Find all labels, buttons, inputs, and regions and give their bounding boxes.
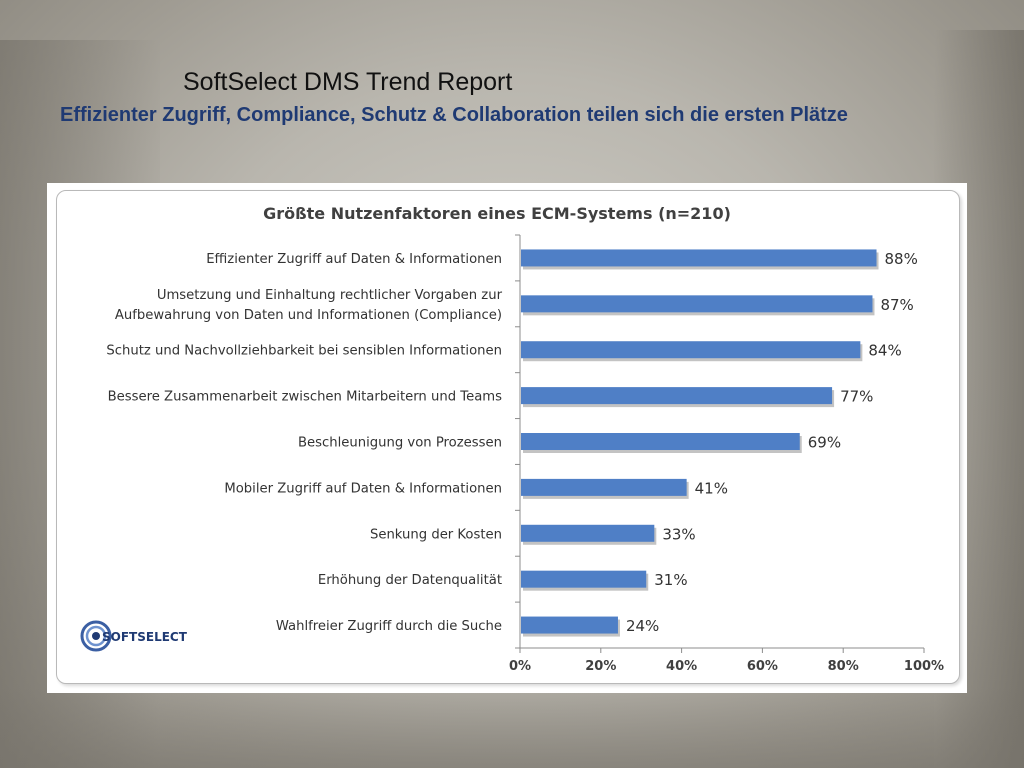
bar [521,570,647,588]
x-tick-label: 100% [904,659,944,674]
softselect-swirl-icon [80,620,112,652]
value-label: 33% [662,525,695,543]
value-label: 41% [695,479,728,497]
labels-layer: 88% Effizienter Zugriff auf Daten & Infor… [106,250,917,635]
category-label: Bessere Zusammenarbeit zwischen Mitarbei… [108,390,503,405]
bar [521,524,655,542]
x-tick-label: 40% [666,659,697,674]
slide-subtitle: Effizienter Zugriff, Compliance, Schutz … [60,104,848,126]
value-label: 69% [808,434,841,452]
category-label: Wahlfreier Zugriff durch die Suche [276,619,502,634]
category-label: Erhöhung der Datenqualität [318,573,502,588]
slide-title: SoftSelect DMS Trend Report [183,68,513,96]
value-label: 77% [840,388,873,406]
softselect-logo: SOFTSELECT [80,620,188,652]
chart-title: Größte Nutzenfaktoren eines ECM-Systems … [263,204,731,223]
axis-layer: 0% 20% 40% 60% 80% 100% [509,234,944,674]
category-label: Aufbewahrung von Daten und Informationen… [115,308,502,323]
value-label: 88% [885,250,918,268]
value-label: 31% [654,571,687,589]
bar [521,616,618,634]
bar [521,249,877,267]
bar [521,341,861,359]
category-label: Mobiler Zugriff auf Daten & Informatione… [224,481,502,496]
x-tick-label: 20% [585,659,616,674]
x-tick-label: 0% [509,659,531,674]
category-label: Schutz und Nachvollziehbarkeit bei sensi… [106,344,502,359]
bar [521,295,873,313]
x-tick-label: 60% [747,659,778,674]
logo-text: SOFTSELECT [102,630,188,644]
category-label: Beschleunigung von Prozessen [298,436,502,451]
value-label: 87% [880,296,913,314]
category-label: Effizienter Zugriff auf Daten & Informat… [206,252,502,267]
category-label: Senkung der Kosten [370,527,502,542]
value-label: 84% [868,342,901,360]
value-label: 24% [626,617,659,635]
category-label: Umsetzung und Einhaltung rechtlicher Vor… [157,288,503,303]
bar [521,387,833,405]
bar [521,433,800,450]
bar [521,478,687,496]
x-tick-label: 80% [828,659,859,674]
bars-layer [521,249,879,637]
background-floor [0,688,1024,768]
chart-frame [56,190,960,684]
